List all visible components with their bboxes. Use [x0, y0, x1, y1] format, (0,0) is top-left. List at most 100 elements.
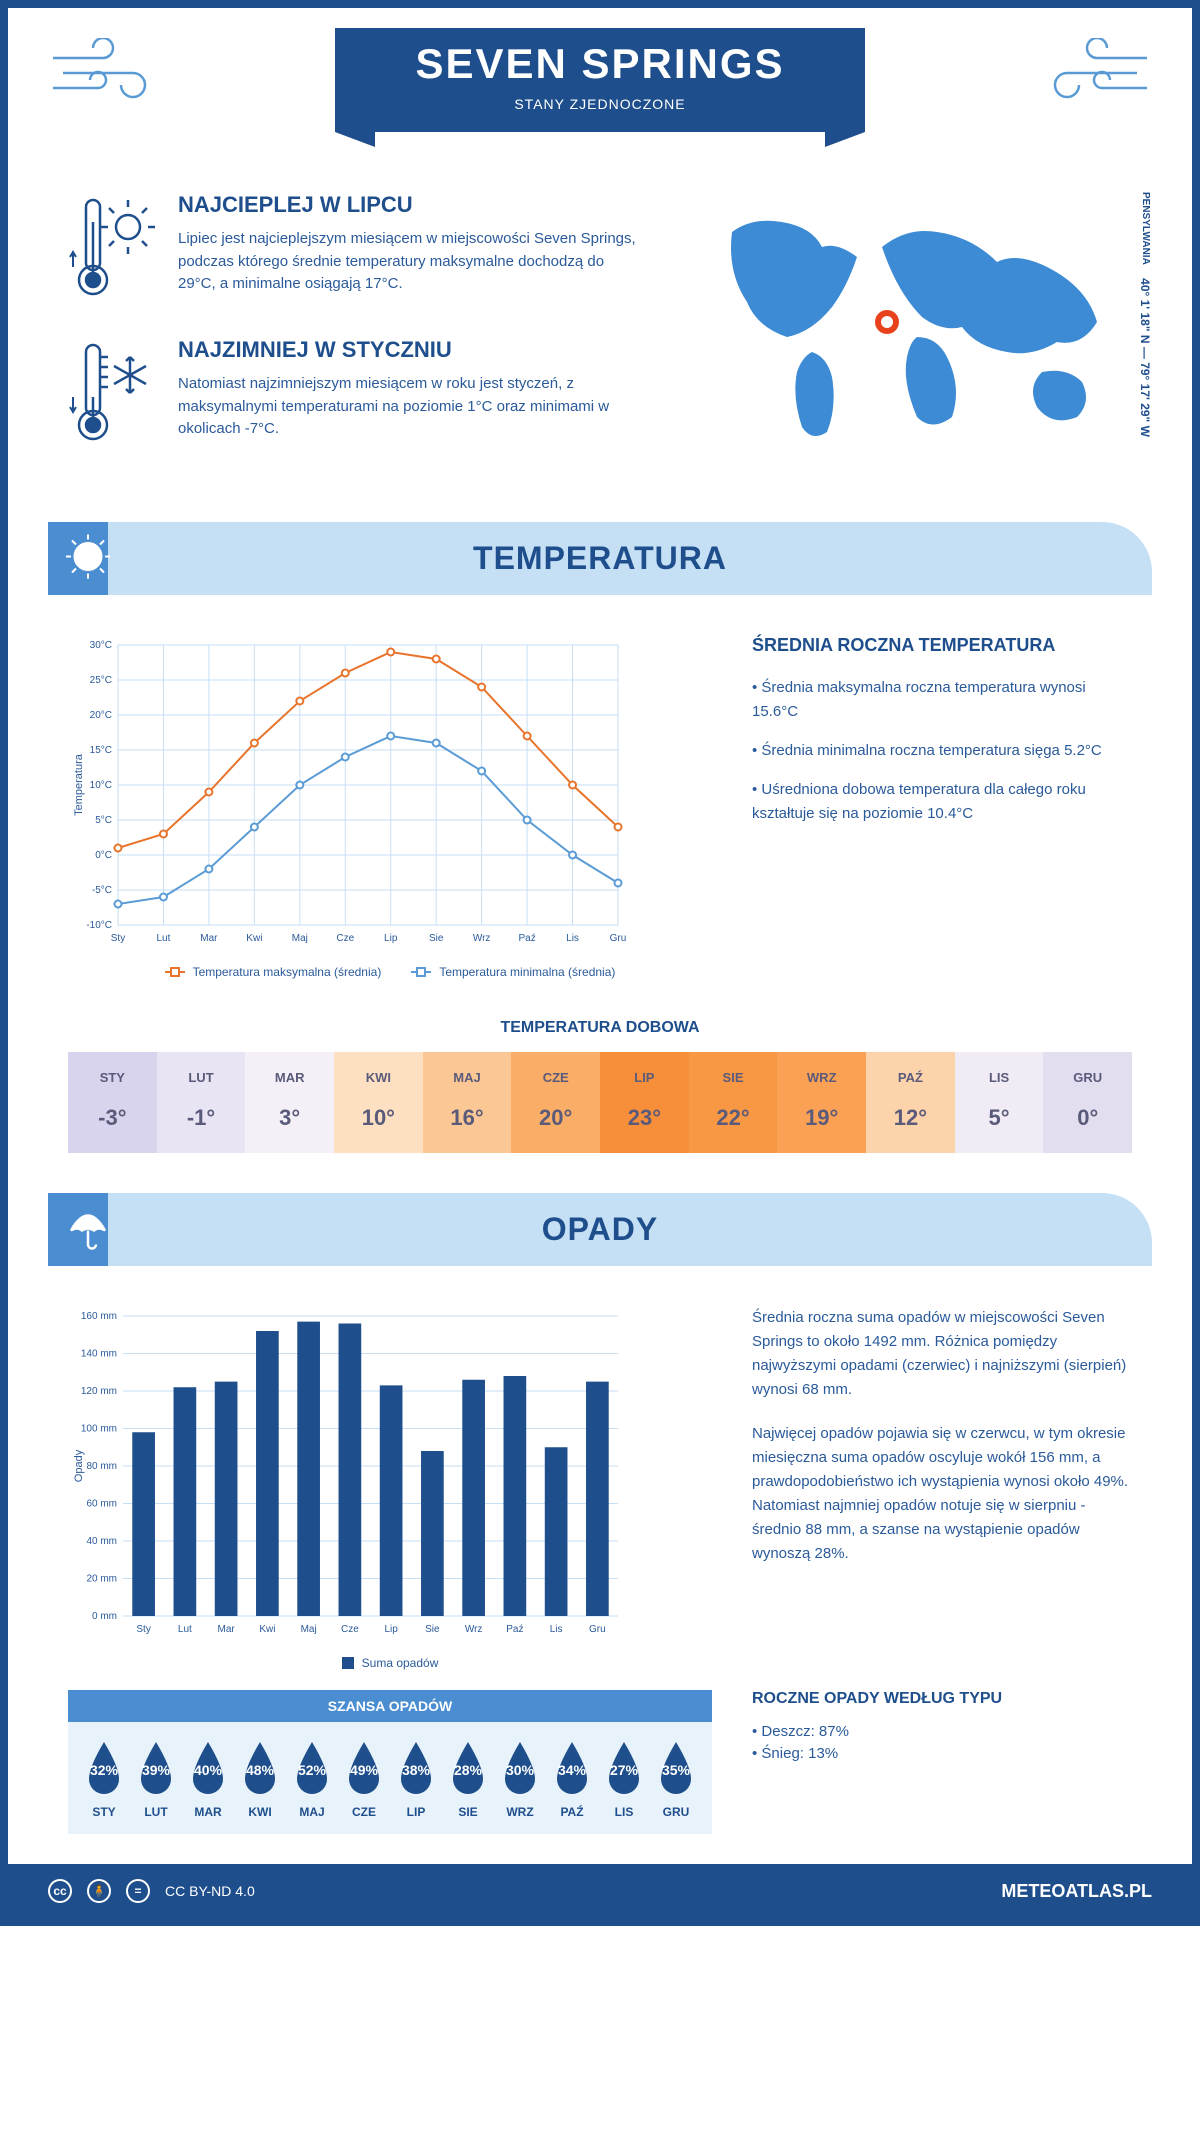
svg-text:Mar: Mar — [218, 1624, 236, 1635]
chance-value: 40% — [194, 1762, 222, 1778]
temperature-line-chart: -10°C-5°C0°C5°C10°C15°C20°C25°C30°CStyLu… — [68, 635, 712, 955]
temperature-info: ŚREDNIA ROCZNA TEMPERATURA • Średnia mak… — [752, 635, 1132, 979]
by-type-items: • Deszcz: 87% • Śnieg: 13% — [752, 1723, 1132, 1762]
header: SEVEN SPRINGS STANY ZJEDNOCZONE — [8, 8, 1192, 172]
drop-icon: 49% — [339, 1737, 389, 1797]
daily-temperature: TEMPERATURA DOBOWA STY-3°LUT-1°MAR3°KWI1… — [8, 1019, 1192, 1193]
svg-text:Opady: Opady — [73, 1449, 85, 1482]
chance-month: CZE — [339, 1805, 389, 1819]
drop-icon: 40% — [183, 1737, 233, 1797]
footer: cc 🧍 = CC BY-ND 4.0 METEOATLAS.PL — [8, 1864, 1192, 1918]
chance-value: 28% — [454, 1762, 482, 1778]
daily-value: 20° — [511, 1093, 600, 1143]
svg-text:Sty: Sty — [111, 933, 125, 944]
chance-cell: 34%PAŹ — [547, 1737, 597, 1819]
chance-month: MAR — [183, 1805, 233, 1819]
precipitation-bar-chart: 0 mm20 mm40 mm60 mm80 mm100 mm120 mm140 … — [68, 1306, 628, 1646]
chance-month: WRZ — [495, 1805, 545, 1819]
drop-icon: 34% — [547, 1737, 597, 1797]
precipitation-section-header: OPADY — [48, 1193, 1152, 1266]
daily-month: LIP — [600, 1062, 689, 1093]
temperature-legend: Temperatura maksymalna (średnia) Tempera… — [68, 965, 712, 979]
coords-text: 40° 1' 18" N — 79° 17' 29" W — [1138, 278, 1152, 437]
chance-month: LIP — [391, 1805, 441, 1819]
daily-month: LIS — [955, 1062, 1044, 1093]
location-marker-icon — [878, 313, 896, 331]
svg-text:Kwi: Kwi — [259, 1624, 275, 1635]
svg-text:Mar: Mar — [200, 933, 218, 944]
precipitation-legend: Suma opadów — [68, 1656, 712, 1670]
daily-value: -1° — [157, 1093, 246, 1143]
warmest-block: NAJCIEPLEJ W LIPCU Lipiec jest najcieple… — [68, 192, 642, 307]
chance-value: 35% — [662, 1762, 690, 1778]
sun-icon — [63, 531, 113, 586]
chance-month: MAJ — [287, 1805, 337, 1819]
precipitation-by-type: ROCZNE OPADY WEDŁUG TYPU • Deszcz: 87%• … — [752, 1690, 1132, 1834]
svg-text:5°C: 5°C — [95, 815, 112, 826]
svg-text:Paź: Paź — [506, 1624, 523, 1635]
chance-month: STY — [79, 1805, 129, 1819]
chance-cell: 32%STY — [79, 1737, 129, 1819]
daily-temp-cell: STY-3° — [68, 1052, 157, 1153]
daily-month: LUT — [157, 1062, 246, 1093]
site-name: METEOATLAS.PL — [1001, 1881, 1152, 1902]
page-subtitle: STANY ZJEDNOCZONE — [415, 96, 784, 112]
daily-value: 10° — [334, 1093, 423, 1143]
cc-by-icon: 🧍 — [87, 1879, 111, 1903]
svg-text:160 mm: 160 mm — [81, 1311, 117, 1322]
svg-text:40 mm: 40 mm — [86, 1536, 117, 1547]
daily-value: 23° — [600, 1093, 689, 1143]
daily-temp-cells: STY-3°LUT-1°MAR3°KWI10°MAJ16°CZE20°LIP23… — [68, 1052, 1132, 1153]
svg-text:Wrz: Wrz — [473, 933, 491, 944]
chance-cell: 28%SIE — [443, 1737, 493, 1819]
cc-icon: cc — [48, 1879, 72, 1903]
daily-month: STY — [68, 1062, 157, 1093]
svg-text:Gru: Gru — [589, 1624, 606, 1635]
temp-bullet: • Uśredniona dobowa temperatura dla całe… — [752, 778, 1132, 826]
chance-cell: 35%GRU — [651, 1737, 701, 1819]
svg-text:140 mm: 140 mm — [81, 1349, 117, 1360]
daily-temp-cell: KWI10° — [334, 1052, 423, 1153]
legend-swatch-min — [411, 971, 431, 973]
warmest-title: NAJCIEPLEJ W LIPCU — [178, 192, 642, 218]
by-type-item: • Śnieg: 13% — [752, 1745, 1132, 1762]
precip-paragraph: Średnia roczna suma opadów w miejscowośc… — [752, 1306, 1132, 1402]
legend-max: Temperatura maksymalna (średnia) — [165, 965, 382, 979]
daily-temp-cell: LIS5° — [955, 1052, 1044, 1153]
svg-text:20 mm: 20 mm — [86, 1574, 117, 1585]
daily-value: 0° — [1043, 1093, 1132, 1143]
daily-month: KWI — [334, 1062, 423, 1093]
daily-value: 12° — [866, 1093, 955, 1143]
daily-month: MAJ — [423, 1062, 512, 1093]
daily-temp-cell: GRU0° — [1043, 1052, 1132, 1153]
svg-text:Lis: Lis — [566, 933, 579, 944]
svg-text:0°C: 0°C — [95, 850, 112, 861]
drop-icon: 27% — [599, 1737, 649, 1797]
chance-value: 49% — [350, 1762, 378, 1778]
cc-nd-icon: = — [126, 1879, 150, 1903]
svg-text:30°C: 30°C — [90, 640, 112, 651]
chance-cell: 27% LIS — [599, 1737, 649, 1819]
precip-paragraph: Najwięcej opadów pojawia się w czerwcu, … — [752, 1422, 1132, 1566]
chance-month: LIS — [599, 1805, 649, 1819]
precipitation-chance-wrap: SZANSA OPADÓW 32%STY39%LUT40%MAR48%KWI52… — [68, 1690, 712, 1834]
chance-cell: 38%LIP — [391, 1737, 441, 1819]
chance-cell: 39%LUT — [131, 1737, 181, 1819]
svg-text:Lut: Lut — [178, 1624, 192, 1635]
chance-cell: 52%MAJ — [287, 1737, 337, 1819]
coordinates: PENSYLWANIA 40° 1' 18" N — 79° 17' 29" W — [1138, 192, 1152, 437]
legend-min-label: Temperatura minimalna (średnia) — [439, 965, 615, 979]
legend-max-label: Temperatura maksymalna (średnia) — [193, 965, 382, 979]
world-map-icon — [682, 192, 1132, 452]
by-type-item: • Deszcz: 87% — [752, 1723, 1132, 1740]
coldest-block: NAJZIMNIEJ W STYCZNIU Natomiast najzimni… — [68, 337, 642, 452]
precipitation-chance: SZANSA OPADÓW 32%STY39%LUT40%MAR48%KWI52… — [68, 1690, 712, 1834]
svg-text:-10°C: -10°C — [86, 920, 112, 931]
intro-left: NAJCIEPLEJ W LIPCU Lipiec jest najcieple… — [68, 192, 642, 482]
drop-icon: 48% — [235, 1737, 285, 1797]
svg-text:0 mm: 0 mm — [92, 1611, 117, 1622]
legend-swatch-precip — [342, 1657, 354, 1669]
daily-temp-cell: WRZ19° — [777, 1052, 866, 1153]
precipitation-content: 0 mm20 mm40 mm60 mm80 mm100 mm120 mm140 … — [8, 1266, 1192, 1690]
chance-month: KWI — [235, 1805, 285, 1819]
